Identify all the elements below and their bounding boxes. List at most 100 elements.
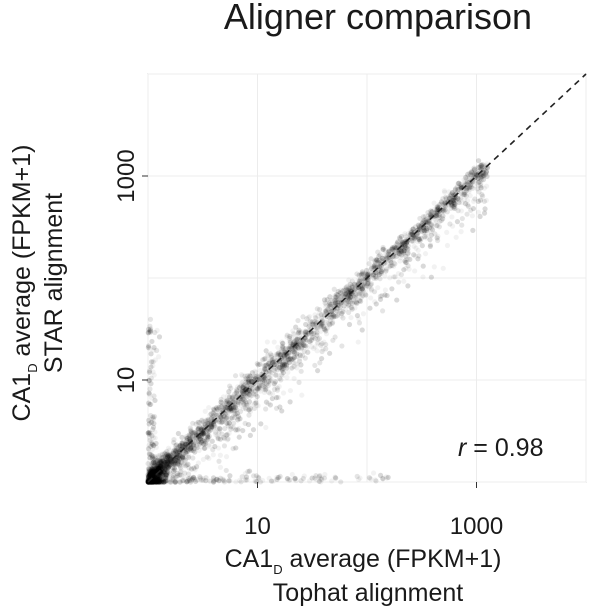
data-point [338,479,344,485]
data-point [150,363,156,369]
data-point [224,414,230,420]
data-point [210,413,216,419]
data-point [444,229,450,235]
data-point [461,197,467,203]
data-point [261,364,268,370]
data-point [413,245,419,251]
data-point [148,471,154,477]
data-point [150,473,156,479]
data-point [254,402,260,409]
data-point [411,243,417,249]
data-point [228,426,234,432]
data-point [304,329,310,335]
data-point [195,439,201,445]
data-point [151,393,157,399]
data-point [259,376,265,383]
data-point [404,242,410,248]
data-point [300,342,306,348]
data-point [227,404,233,410]
data-point [155,461,162,468]
data-point [263,381,270,387]
data-point [447,221,453,227]
data-point [204,417,210,423]
data-point [279,339,285,345]
data-point [461,177,467,183]
data-point [150,462,157,468]
data-point [395,270,402,277]
data-point [241,383,248,389]
data-point [461,190,467,196]
data-point [199,417,205,423]
data-point [160,477,166,483]
data-point [359,286,365,292]
data-point [196,424,202,431]
data-point [221,416,228,423]
data-point [305,314,312,321]
data-point [422,251,429,257]
data-point [406,266,412,272]
data-point [183,449,189,455]
data-point [165,445,172,451]
data-point [214,433,220,439]
data-point [372,477,378,483]
data-point [419,222,425,229]
data-point [151,347,157,353]
data-point [450,205,456,211]
data-point [263,424,269,431]
data-point [261,356,267,362]
data-point [149,446,155,452]
data-point [163,466,169,472]
data-point [206,442,212,448]
data-point [342,285,348,291]
data-point [173,457,179,463]
data-point [459,222,465,228]
data-point [410,238,417,245]
data-point [214,405,220,411]
data-point [343,306,349,312]
data-point [304,345,310,351]
data-point [174,450,181,456]
data-point [159,456,165,462]
data-point [216,430,222,436]
data-point [147,369,153,376]
data-point [268,369,274,376]
data-point [150,470,156,476]
data-point [145,473,152,479]
data-point [356,320,363,326]
data-point [155,457,161,464]
data-point [157,462,163,468]
data-point [240,381,246,388]
data-point [291,375,297,382]
data-point [478,166,484,172]
data-point [402,245,408,251]
data-point [435,215,441,222]
data-point [186,453,192,459]
data-point [327,321,333,327]
data-point [358,291,364,297]
data-point [277,366,283,372]
data-point [157,475,164,481]
data-point [380,475,386,481]
data-point [412,253,418,259]
data-point [238,403,245,409]
data-point [210,452,216,458]
data-point [261,386,267,392]
data-point [181,460,187,467]
data-point [396,279,402,285]
data-point [163,469,170,475]
data-point [296,346,302,352]
data-point [360,292,366,299]
data-point [226,420,232,426]
data-point [219,476,225,482]
data-point [188,447,194,454]
data-point [159,472,165,478]
data-point [165,465,171,471]
data-point [152,479,159,485]
data-point [264,339,270,345]
data-point [262,356,269,362]
data-point [265,400,271,407]
data-point [151,466,157,472]
data-point [378,266,384,273]
data-point [159,472,165,478]
data-point [318,328,324,335]
